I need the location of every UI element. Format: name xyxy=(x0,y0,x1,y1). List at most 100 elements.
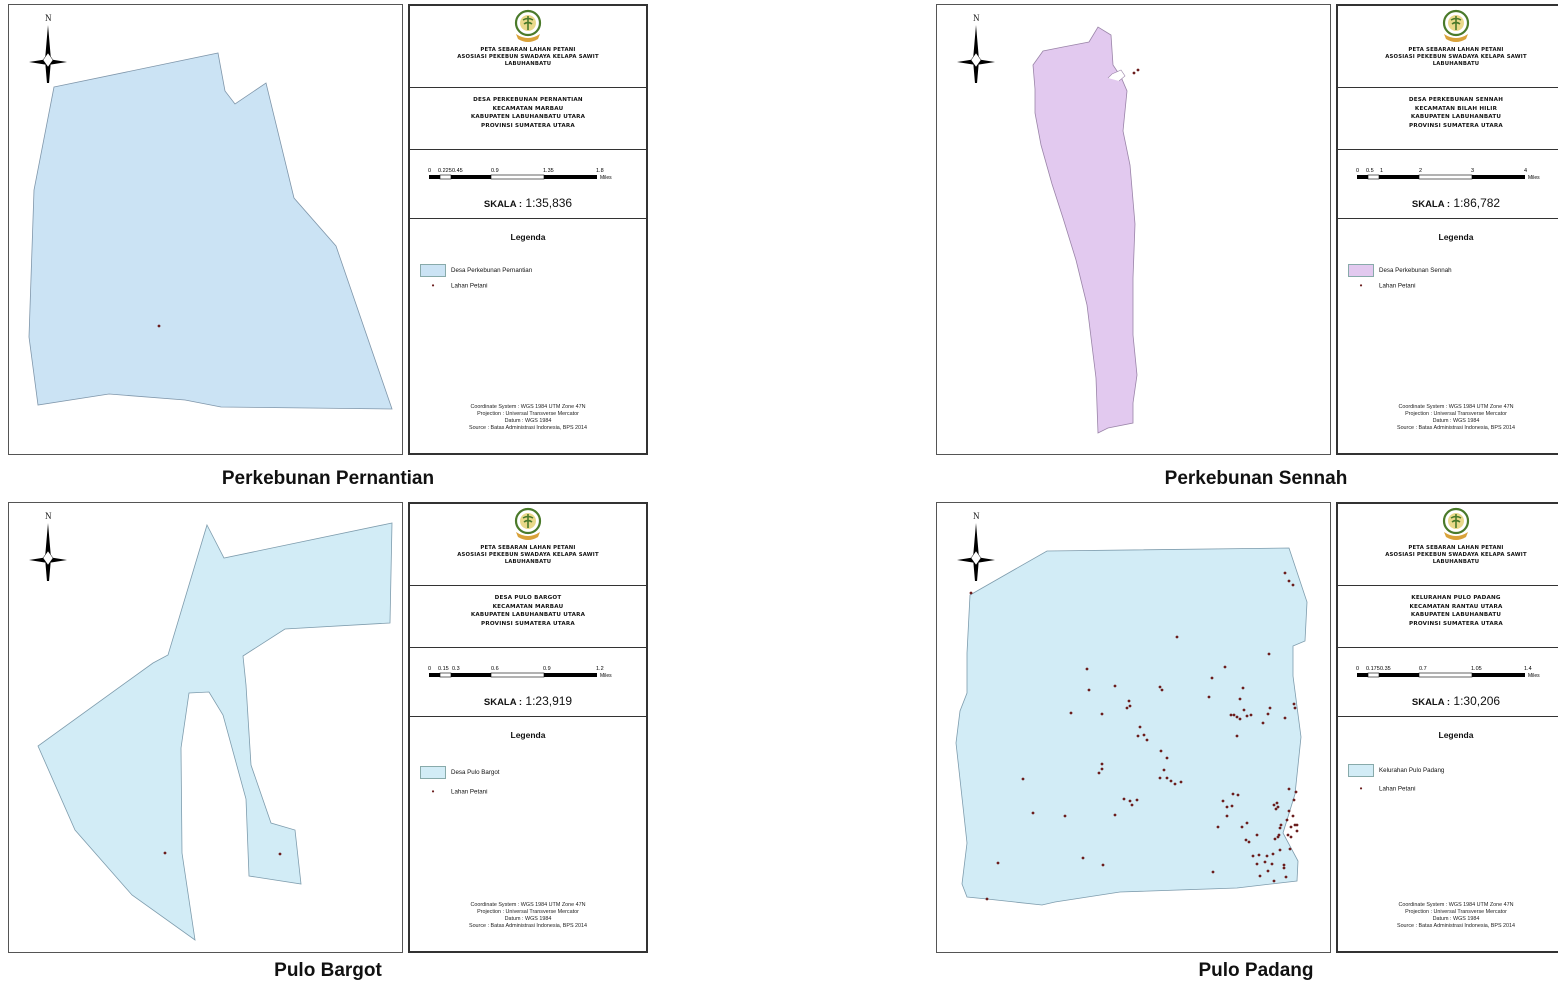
lahan-petani-point[interactable] xyxy=(1158,776,1162,780)
lahan-petani-point[interactable] xyxy=(1232,713,1236,717)
lahan-petani-point[interactable] xyxy=(1276,835,1280,839)
lahan-petani-point[interactable] xyxy=(1113,813,1117,817)
lahan-petani-point[interactable] xyxy=(1273,837,1277,841)
lahan-petani-point[interactable] xyxy=(1258,874,1262,878)
lahan-petani-point[interactable] xyxy=(163,851,167,855)
lahan-petani-point[interactable] xyxy=(1158,685,1162,689)
lahan-petani-point[interactable] xyxy=(1267,652,1271,656)
lahan-petani-point[interactable] xyxy=(1136,68,1140,72)
village-boundary-polygon[interactable] xyxy=(9,503,403,953)
lahan-petani-point[interactable] xyxy=(1238,717,1242,721)
lahan-petani-point[interactable] xyxy=(1216,825,1220,829)
lahan-petani-point[interactable] xyxy=(1240,825,1244,829)
lahan-petani-point[interactable] xyxy=(1266,712,1270,716)
lahan-petani-point[interactable] xyxy=(1295,829,1299,833)
lahan-petani-point[interactable] xyxy=(1231,792,1235,796)
lahan-petani-point[interactable] xyxy=(1278,826,1282,830)
lahan-petani-point[interactable] xyxy=(1294,790,1298,794)
lahan-petani-point[interactable] xyxy=(1265,854,1269,858)
lahan-petani-point[interactable] xyxy=(1289,825,1293,829)
lahan-petani-point[interactable] xyxy=(1221,799,1225,803)
lahan-petani-point[interactable] xyxy=(1276,805,1280,809)
lahan-petani-point[interactable] xyxy=(1295,823,1299,827)
lahan-petani-point[interactable] xyxy=(1165,776,1169,780)
lahan-petani-point[interactable] xyxy=(1162,768,1166,772)
lahan-petani-point[interactable] xyxy=(1169,779,1173,783)
lahan-petani-point[interactable] xyxy=(1288,847,1292,851)
lahan-petani-point[interactable] xyxy=(1249,713,1253,717)
lahan-petani-point[interactable] xyxy=(1159,749,1163,753)
lahan-petani-point[interactable] xyxy=(1255,862,1259,866)
lahan-petani-point[interactable] xyxy=(1138,725,1142,729)
lahan-petani-point[interactable] xyxy=(1285,818,1289,822)
lahan-petani-point[interactable] xyxy=(1128,799,1132,803)
lahan-petani-point[interactable] xyxy=(1160,688,1164,692)
lahan-petani-point[interactable] xyxy=(1230,804,1234,808)
lahan-petani-point[interactable] xyxy=(1069,711,1073,715)
lahan-petani-point[interactable] xyxy=(1270,862,1274,866)
lahan-petani-point[interactable] xyxy=(1274,807,1278,811)
lahan-petani-point[interactable] xyxy=(1132,71,1136,75)
lahan-petani-point[interactable] xyxy=(1255,833,1259,837)
lahan-petani-point[interactable] xyxy=(1242,708,1246,712)
lahan-petani-point[interactable] xyxy=(1283,716,1287,720)
lahan-petani-point[interactable] xyxy=(985,897,989,901)
lahan-petani-point[interactable] xyxy=(1291,814,1295,818)
lahan-petani-point[interactable] xyxy=(1272,879,1276,883)
lahan-petani-point[interactable] xyxy=(1287,579,1291,583)
lahan-petani-point[interactable] xyxy=(157,324,161,328)
lahan-petani-point[interactable] xyxy=(1245,821,1249,825)
lahan-petani-point[interactable] xyxy=(1100,712,1104,716)
lahan-petani-point[interactable] xyxy=(1128,704,1132,708)
lahan-petani-point[interactable] xyxy=(278,852,282,856)
lahan-petani-point[interactable] xyxy=(1263,860,1267,864)
village-boundary-polygon[interactable] xyxy=(937,503,1331,953)
lahan-petani-point[interactable] xyxy=(1282,863,1286,867)
lahan-petani-point[interactable] xyxy=(1210,676,1214,680)
lahan-petani-point[interactable] xyxy=(996,861,1000,865)
lahan-petani-point[interactable] xyxy=(1085,667,1089,671)
lahan-petani-point[interactable] xyxy=(1251,854,1255,858)
lahan-petani-point[interactable] xyxy=(1063,814,1067,818)
lahan-petani-point[interactable] xyxy=(1292,702,1296,706)
lahan-petani-point[interactable] xyxy=(1268,706,1272,710)
lahan-petani-point[interactable] xyxy=(1207,695,1211,699)
lahan-petani-point[interactable] xyxy=(1282,866,1286,870)
lahan-petani-point[interactable] xyxy=(1271,852,1275,856)
lahan-petani-point[interactable] xyxy=(1241,686,1245,690)
lahan-petani-point[interactable] xyxy=(1247,840,1251,844)
lahan-petani-point[interactable] xyxy=(1257,853,1261,857)
lahan-petani-point[interactable] xyxy=(1261,721,1265,725)
lahan-petani-point[interactable] xyxy=(1113,684,1117,688)
lahan-petani-point[interactable] xyxy=(1175,635,1179,639)
lahan-petani-point[interactable] xyxy=(1165,756,1169,760)
lahan-petani-point[interactable] xyxy=(1278,848,1282,852)
lahan-petani-point[interactable] xyxy=(1229,713,1233,717)
lahan-petani-point[interactable] xyxy=(1135,798,1139,802)
lahan-petani-point[interactable] xyxy=(1031,811,1035,815)
lahan-petani-point[interactable] xyxy=(1142,733,1146,737)
lahan-petani-point[interactable] xyxy=(1245,714,1249,718)
lahan-petani-point[interactable] xyxy=(969,591,973,595)
lahan-petani-point[interactable] xyxy=(1173,782,1177,786)
lahan-petani-point[interactable] xyxy=(1101,863,1105,867)
lahan-petani-point[interactable] xyxy=(1287,809,1291,813)
village-boundary-polygon[interactable] xyxy=(937,5,1331,455)
lahan-petani-point[interactable] xyxy=(1235,715,1239,719)
lahan-petani-point[interactable] xyxy=(1292,798,1296,802)
lahan-petani-point[interactable] xyxy=(1286,833,1290,837)
lahan-petani-point[interactable] xyxy=(1293,706,1297,710)
lahan-petani-point[interactable] xyxy=(1289,835,1293,839)
lahan-petani-point[interactable] xyxy=(1087,688,1091,692)
lahan-petani-point[interactable] xyxy=(1100,762,1104,766)
lahan-petani-point[interactable] xyxy=(1179,780,1183,784)
lahan-petani-point[interactable] xyxy=(1097,771,1101,775)
lahan-petani-point[interactable] xyxy=(1223,665,1227,669)
lahan-petani-point[interactable] xyxy=(1235,734,1239,738)
lahan-petani-point[interactable] xyxy=(1236,793,1240,797)
lahan-petani-point[interactable] xyxy=(1130,803,1134,807)
lahan-petani-point[interactable] xyxy=(1266,869,1270,873)
lahan-petani-point[interactable] xyxy=(1287,787,1291,791)
lahan-petani-point[interactable] xyxy=(1145,738,1149,742)
lahan-petani-point[interactable] xyxy=(1293,823,1297,827)
